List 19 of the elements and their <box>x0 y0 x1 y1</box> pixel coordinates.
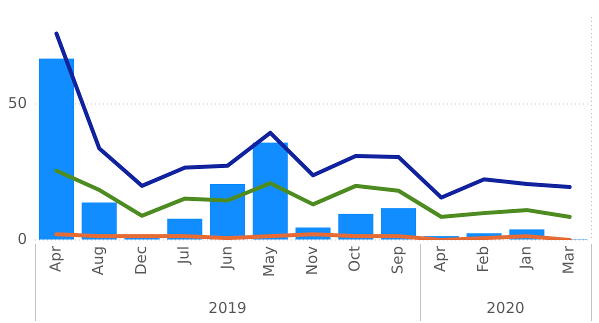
x-tick-label: Jul <box>174 246 193 266</box>
x-tick-label: Apr <box>431 245 450 272</box>
x-tick-label: Aug <box>89 246 108 276</box>
x-tick-label: May <box>260 246 278 278</box>
bar <box>82 202 117 240</box>
bar <box>38 58 74 240</box>
text: 2020 <box>486 298 525 317</box>
text: 2019 <box>208 298 247 317</box>
x-tick-label: Jan <box>516 246 535 270</box>
y-tick-label: 0 <box>18 230 28 248</box>
y-tick-label: 50 <box>8 94 28 112</box>
x-tick-label: Mar <box>560 245 578 274</box>
x-tick-label: Oct <box>346 246 364 272</box>
x-tick-label: Dec <box>132 246 150 276</box>
x-tick-label: Feb <box>474 246 492 273</box>
x-tick-label: Nov <box>302 246 321 276</box>
x-tick-label: Sep <box>388 246 406 274</box>
x-tick-label: Jun <box>217 246 236 270</box>
x-tick-label: Apr <box>46 245 64 272</box>
